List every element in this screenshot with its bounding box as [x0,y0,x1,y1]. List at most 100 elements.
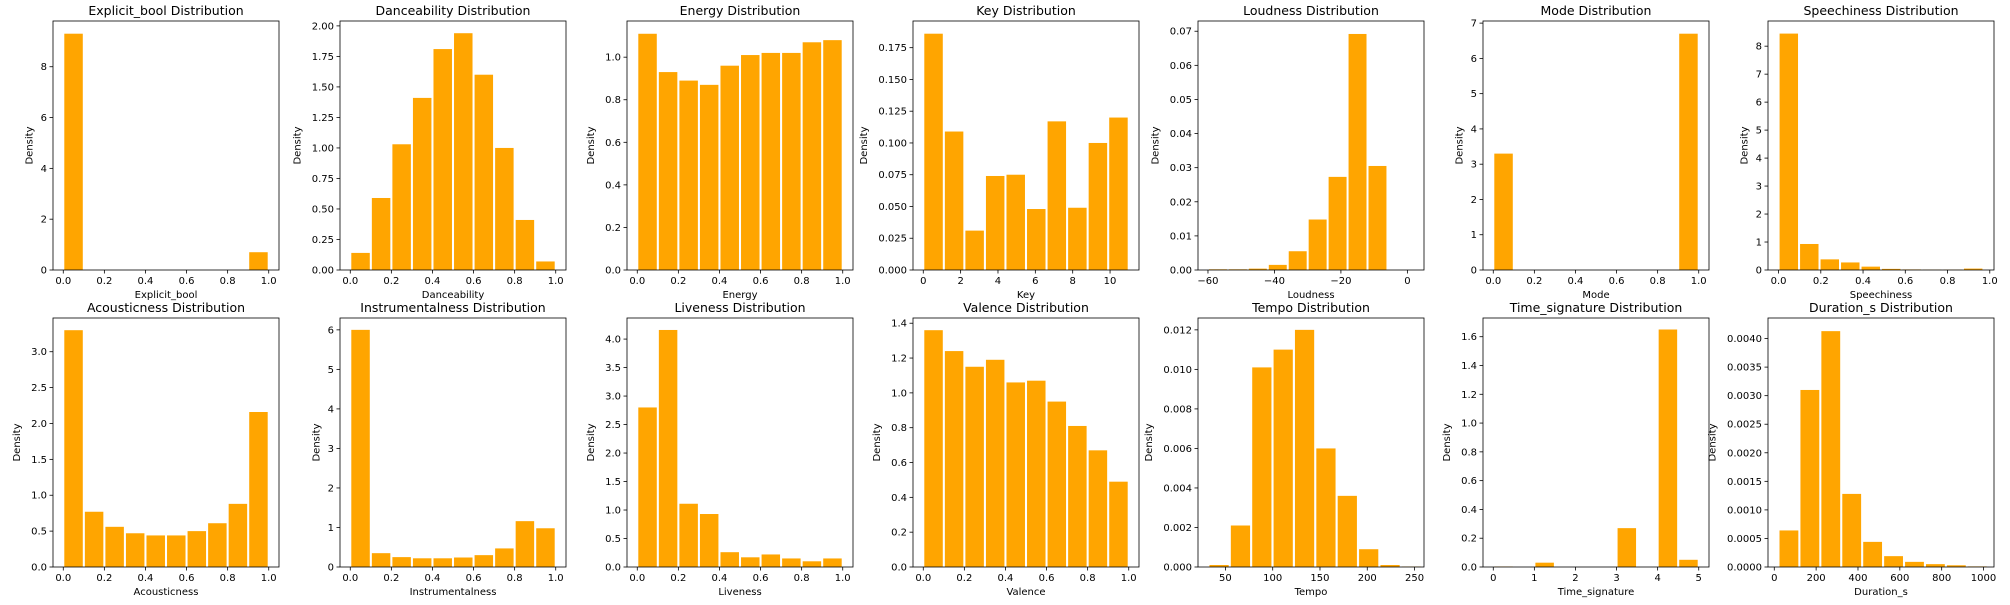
y-tick-label: 1.0 [605,506,621,517]
y-tick-label: 0.002 [1163,523,1192,534]
x-tick-label: 2 [1572,573,1578,584]
x-tick-label: −60 [1197,276,1218,287]
y-tick-label: 3.5 [605,363,621,374]
x-tick-label: 50 [1219,573,1232,584]
y-tick-label: 4 [1756,154,1762,165]
chart-panel-5: 0.0 0.2 0.4 0.6 0.8 1.0 0 1 2 3 4 5 6 7 Mode Distribut… [1455,3,1710,301]
bar-3-0 [924,33,943,271]
y-tick-label: 0 [328,563,334,574]
bar-9-4 [720,552,739,567]
axes-frame [52,317,280,568]
x-tick-label: 0.6 [1609,276,1625,287]
bar-8-9 [536,528,555,567]
y-axis-label: Density [1455,126,1466,164]
x-tick-label: 5 [1696,573,1702,584]
bar-11-4 [1294,329,1315,567]
bar-2-8 [802,42,822,270]
y-tick-label: 1.0 [1461,419,1477,430]
y-tick-label: 0.0040 [1727,334,1762,345]
y-tick-label: 0 [1756,266,1762,277]
y-tick-label: 3 [1471,160,1477,171]
x-tick-label: 0.4 [138,276,154,287]
bar-9-9 [823,558,842,567]
bar-13-6 [1905,561,1924,567]
chart-panel-4: −60 −40 −20 0 0.00 0.01 0.02 0.03 0.04 0.05 0.06 0.… [1150,3,1425,301]
x-axis-label: Valence [1006,587,1045,598]
axes-frame [626,317,854,568]
y-axis-label: Density [859,126,870,164]
bar-3-7 [1068,207,1087,270]
y-tick-label: 5 [1756,126,1762,137]
bar-2-7 [782,52,801,270]
y-tick-label: 0.02 [1170,197,1192,208]
bar-7-4 [146,535,165,567]
y-tick-label: 0.4 [891,493,907,504]
x-tick-label: 0.4 [138,573,154,584]
y-tick-label: 1.5 [31,455,47,466]
bar-2-2 [679,80,698,270]
y-tick-label: 0.0025 [1727,420,1762,431]
x-axis-label: Time_signature [1557,587,1635,598]
bar-11-1 [1230,525,1251,567]
x-tick-label: 0.2 [383,573,399,584]
y-tick-label: 1.2 [1461,390,1477,401]
chart-title: Speechiness Distribution [1803,3,1958,18]
bar-11-2 [1252,367,1272,567]
x-tick-label: 0.8 [794,573,810,584]
y-tick-label: 3 [1756,182,1762,193]
y-tick-label: 5 [328,365,334,376]
y-tick-label: 7 [1756,70,1762,81]
y-tick-label: 7 [1471,19,1477,30]
y-tick-label: 3.0 [31,347,47,358]
x-tick-label: 0.0 [342,276,358,287]
y-tick-label: 0.0005 [1727,534,1762,545]
y-tick-label: 1.4 [891,319,907,330]
x-tick-label: 0.6 [753,573,769,584]
y-tick-label: 0.4 [605,180,621,191]
y-tick-label: 1.2 [891,354,907,365]
x-tick-label: 0.2 [956,573,972,584]
x-tick-label: 250 [1405,573,1424,584]
x-tick-label: 0 [1404,276,1410,287]
y-tick-label: 0.0030 [1727,391,1762,402]
x-axis-label: Danceability [422,290,485,301]
y-axis-label: Density [25,126,36,164]
bar-8-8 [515,521,535,567]
y-tick-label: 1.00 [312,143,334,154]
y-tick-label: 4.0 [605,335,621,346]
y-tick-label: 8 [41,62,47,73]
x-tick-label: 3 [1613,573,1619,584]
y-tick-label: 0.000 [878,266,907,277]
bar-13-1 [1800,389,1820,567]
bar-3-4 [1006,174,1025,270]
y-tick-label: 0.00 [1170,266,1192,277]
x-tick-label: 1.0 [548,276,564,287]
x-tick-label: 1 [1531,573,1537,584]
y-tick-label: 0.4 [1461,505,1477,516]
y-tick-label: 0.0 [605,563,621,574]
y-tick-label: 0.025 [878,234,907,245]
y-axis-label: Density [312,423,323,461]
x-tick-label: 600 [1890,573,1909,584]
bar-6-1 [1800,243,1819,270]
x-tick-label: 4 [1654,573,1660,584]
y-tick-label: 1.5 [605,477,621,488]
chart-panel-8: 0.0 0.2 0.4 0.6 0.8 1.0 0 1 2 3 4 5 6 Instrumentalnes… [312,300,567,598]
y-tick-label: 0.0 [891,563,907,574]
x-tick-label: −40 [1264,276,1285,287]
bar-13-5 [1884,556,1903,567]
x-tick-label: 1.0 [548,573,564,584]
bar-12-4 [1679,559,1698,567]
x-tick-label: 0.4 [425,573,441,584]
y-tick-label: 0.06 [1170,61,1192,72]
bar-11-3 [1273,349,1293,567]
y-tick-label: 0.8 [891,423,907,434]
y-tick-label: 0.75 [312,174,334,185]
x-tick-label: 0.0 [1485,276,1501,287]
y-axis-label: Density [292,126,303,164]
bar-10-5 [1027,380,1046,567]
bar-2-5 [741,55,760,270]
bar-5-1 [1679,33,1698,271]
bar-13-0 [1779,530,1799,567]
